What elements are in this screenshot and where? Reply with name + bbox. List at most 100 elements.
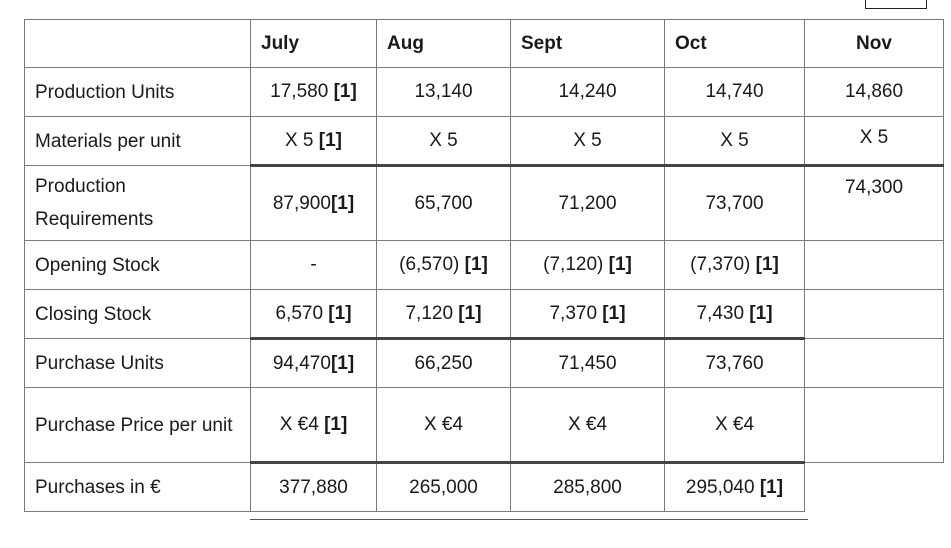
table-cell <box>805 463 944 512</box>
row-label: Production Units <box>24 67 251 117</box>
table-cell: 14,740 <box>664 67 805 117</box>
table-row: Closing Stock 6,570 [1] 7,120 [1] 7,370 [1]… <box>24 289 944 339</box>
table-cell: X €4 <box>376 387 511 463</box>
cell-value: 265,000 <box>409 476 478 498</box>
table-cell <box>804 240 944 290</box>
cell-value: 14,860 <box>844 81 904 102</box>
cell-value: 7,430 <box>696 302 750 324</box>
table-cell: - <box>250 240 377 290</box>
mark-allocation: [1] <box>608 254 632 275</box>
table-cell: 7,120 [1] <box>376 289 511 339</box>
cell-value: 14,240 <box>558 81 617 102</box>
mark-allocation: [1] <box>755 254 779 275</box>
cell-value: X €4 <box>279 413 325 435</box>
table-cell: (6,570) [1] <box>376 240 511 290</box>
cell-value: X 5 <box>429 129 458 151</box>
cell-value: X €4 <box>714 413 755 435</box>
table-row: Purchase Price per unit X €4 [1] X €4 X €4 X… <box>24 387 944 463</box>
cell-value: 66,250 <box>414 352 473 374</box>
table-cell: 73,700 <box>664 164 805 241</box>
cell-value: 74,300 <box>844 177 904 198</box>
table-cell: X €4 [1] <box>250 387 377 463</box>
cell-value: 17,580 <box>270 81 334 102</box>
cell-value: 285,800 <box>553 476 622 498</box>
cell-value: X €4 <box>567 413 608 435</box>
cell-value: X 5 <box>284 129 319 151</box>
header-aug: Aug <box>376 19 511 68</box>
table-cell: 265,000 <box>376 461 511 512</box>
cell-value: 13,140 <box>414 81 473 102</box>
cell-value: X 5 <box>859 127 889 148</box>
row-label: Opening Stock <box>24 240 251 290</box>
header-sept: Sept <box>510 19 665 68</box>
table-cell: 65,700 <box>376 164 511 241</box>
table-cell: 17,580 [1] <box>250 67 377 117</box>
cell-value: - <box>310 254 317 275</box>
row-label: Purchase Units <box>24 338 251 388</box>
table-row: Opening Stock - (6,570) [1] (7,120) [1] (7,3… <box>24 240 944 290</box>
mark-allocation: [1] <box>458 302 482 324</box>
table-cell: X €4 <box>510 387 665 463</box>
material-purchases-budget-table: July Aug Sept Oct Nov Production Units 17… <box>24 19 944 512</box>
table-cell: X 5 <box>804 116 944 166</box>
cell-value: 73,700 <box>705 192 764 214</box>
row-label: Closing Stock <box>24 289 251 339</box>
table-cell: (7,120) [1] <box>510 240 665 290</box>
header-nov: Nov <box>804 19 944 68</box>
cell-value: 71,200 <box>558 192 617 214</box>
cell-value: X 5 <box>573 129 602 151</box>
table-cell <box>804 289 944 339</box>
cell-value: 377,880 <box>279 476 348 498</box>
cell-value: 87,900 <box>272 192 331 214</box>
cell-value: 7,120 <box>405 302 459 324</box>
cell-value: X 5 <box>720 129 749 151</box>
table-cell: 74,300 <box>804 164 944 241</box>
cell-value: (7,120) <box>543 254 609 275</box>
table-cell: (7,370) [1] <box>664 240 805 290</box>
cell-value: X €4 <box>423 413 464 435</box>
table-cell: X 5 [1] <box>250 116 377 166</box>
cell-value: 94,470 <box>272 352 331 374</box>
table-cell: 71,200 <box>510 164 665 241</box>
row-label: Purchase Price per unit <box>24 387 251 463</box>
mark-allocation: [1] <box>330 192 355 214</box>
mark-allocation: [1] <box>318 129 343 151</box>
cell-value: 65,700 <box>414 192 473 214</box>
table-cell: X €4 <box>664 387 805 463</box>
cell-value: 7,370 <box>549 302 603 324</box>
cell-value: 295,040 <box>685 476 760 498</box>
table-cell: 14,860 <box>804 67 944 117</box>
mark-allocation: [1] <box>759 476 784 498</box>
header-blank <box>24 19 251 68</box>
row-label: Materials per unit <box>24 116 251 166</box>
table-cell: 87,900[1] <box>250 164 377 241</box>
cell-value: 14,740 <box>705 81 764 102</box>
mark-allocation: [1] <box>749 302 773 324</box>
table-cell: 377,880 <box>250 461 377 512</box>
mark-allocation: [1] <box>330 352 355 374</box>
table-cell: X 5 <box>664 116 805 166</box>
mark-allocation: [1] <box>602 302 626 324</box>
table-cell: X 5 <box>376 116 511 166</box>
table-cell: 13,140 <box>376 67 511 117</box>
mark-allocation: [1] <box>324 413 348 435</box>
mark-allocation: [1] <box>464 254 488 275</box>
table-row: Production Units 17,580 [1] 13,140 14,240 14… <box>24 67 944 117</box>
table-cell: 295,040 [1] <box>664 461 805 512</box>
cell-value: (7,370) <box>690 254 756 275</box>
header-row: July Aug Sept Oct Nov <box>24 19 944 68</box>
header-oct: Oct <box>664 19 805 68</box>
header-july: July <box>250 19 377 68</box>
table-row: Production Requirements 87,900[1] 65,700 71… <box>24 164 944 241</box>
mark-allocation: [1] <box>328 302 352 324</box>
table-cell: 71,450 <box>510 337 665 388</box>
table-cell: 285,800 <box>510 461 665 512</box>
table-cell <box>804 338 944 388</box>
table-cell: 73,760 <box>664 337 805 388</box>
corner-box <box>865 0 927 9</box>
row-label: Purchases in € <box>24 462 251 512</box>
table-cell: X 5 <box>510 116 665 166</box>
total-underline <box>250 519 808 520</box>
cell-value: 6,570 <box>275 302 329 324</box>
